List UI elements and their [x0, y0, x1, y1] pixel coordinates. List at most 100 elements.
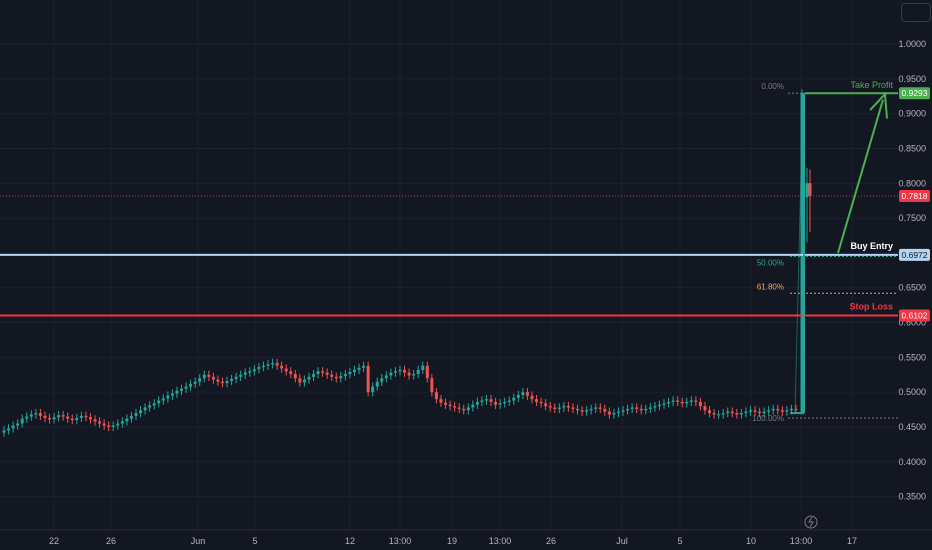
candle-body	[794, 408, 798, 410]
candle-body	[139, 410, 143, 414]
candle-body	[25, 416, 29, 419]
candle-body	[498, 403, 502, 405]
candle-body	[466, 407, 470, 411]
candle-body	[689, 400, 693, 402]
candle-body	[657, 404, 661, 407]
candle-body	[143, 407, 147, 411]
time-tick-label: 17	[847, 536, 857, 546]
candle-body	[70, 418, 74, 421]
candle-body	[198, 378, 202, 382]
candle-body	[302, 379, 306, 383]
candle-body	[739, 413, 743, 415]
stop-loss-label: Stop Loss	[849, 301, 893, 311]
candle-body	[457, 407, 461, 409]
candle-body	[175, 390, 179, 394]
candle-body	[384, 375, 388, 379]
candle-body	[744, 411, 748, 414]
price-tick-label: 0.6500	[898, 283, 926, 293]
candle-body	[571, 407, 575, 409]
last-price-badge-text: 0.7818	[902, 191, 928, 201]
price-tick-label: 0.3500	[898, 492, 926, 502]
candle-body	[189, 383, 193, 387]
candle-body	[257, 367, 261, 370]
candle-body	[676, 400, 680, 402]
candle-body	[116, 423, 120, 426]
candle-body	[371, 386, 375, 393]
time-tick-label: 26	[106, 536, 116, 546]
candle-body	[166, 395, 170, 399]
candle-body	[316, 371, 320, 375]
candle-body	[662, 403, 666, 405]
candle-body	[352, 369, 356, 372]
price-tick-label: 0.8000	[898, 178, 926, 188]
candle-body	[271, 362, 275, 365]
candle-body	[207, 374, 211, 377]
fib-level-100-label: 100.00%	[752, 414, 784, 423]
candle-body	[748, 410, 752, 412]
candle-body	[412, 374, 416, 376]
candle-body	[626, 408, 630, 411]
take-profit-price-badge	[899, 87, 930, 100]
candle-body	[430, 378, 434, 393]
last-price-badge	[899, 189, 930, 202]
candle-body	[553, 407, 557, 409]
candle-body	[416, 369, 420, 375]
candle-body	[776, 408, 780, 411]
candle-body	[780, 410, 784, 412]
candle-body	[566, 406, 570, 408]
candle-body	[589, 408, 593, 411]
candle-body	[298, 378, 302, 383]
take-profit-label: Take Profit	[850, 80, 893, 90]
lightning-icon[interactable]	[804, 515, 818, 529]
time-tick-label: Jun	[191, 536, 206, 546]
candle-body	[639, 408, 643, 411]
candle-body	[152, 403, 156, 406]
target-arrowhead	[869, 91, 888, 119]
candle-body	[343, 374, 347, 377]
candle-body	[193, 381, 197, 384]
candle-body	[708, 410, 712, 414]
candle-body	[535, 399, 539, 402]
price-tick-label: 0.9500	[898, 74, 926, 84]
fib-level-0-label: 0.00%	[761, 82, 784, 91]
candle-body	[548, 406, 552, 408]
candle-body	[580, 410, 584, 412]
candle-body	[462, 408, 466, 411]
candle-body	[448, 404, 452, 407]
price-tick-label: 0.6000	[898, 318, 926, 328]
candle-body	[2, 430, 6, 433]
candle-body	[621, 410, 625, 412]
candle-body	[7, 428, 11, 431]
candle-body	[107, 425, 111, 427]
candle-body	[544, 403, 548, 407]
candle-body	[576, 408, 580, 411]
candle-body	[348, 371, 352, 375]
candle-body	[530, 395, 534, 400]
candle-body	[444, 402, 448, 405]
candle-body	[389, 372, 393, 376]
target-arrow	[837, 99, 884, 254]
price-tick-label: 0.7500	[898, 213, 926, 223]
candle-body	[562, 406, 566, 408]
candle-body	[102, 423, 106, 426]
candle-body	[685, 401, 689, 404]
candle-body	[84, 415, 88, 418]
candle-body	[539, 401, 543, 404]
candle-body	[375, 381, 379, 387]
candle-body	[357, 367, 361, 370]
candle-body	[421, 365, 425, 370]
candle-body	[330, 374, 334, 377]
candle-body	[453, 406, 457, 408]
candle-body	[129, 415, 133, 419]
candle-body	[471, 404, 475, 408]
candle-body	[134, 413, 138, 416]
candle-body	[698, 401, 702, 407]
candle-body	[762, 411, 766, 414]
time-tick-label: 13:00	[389, 536, 412, 546]
chart-settings-button[interactable]	[901, 3, 931, 22]
candle-body	[771, 408, 775, 411]
candle-body	[184, 386, 188, 389]
candle-body	[34, 413, 38, 415]
candle-body	[489, 399, 493, 402]
